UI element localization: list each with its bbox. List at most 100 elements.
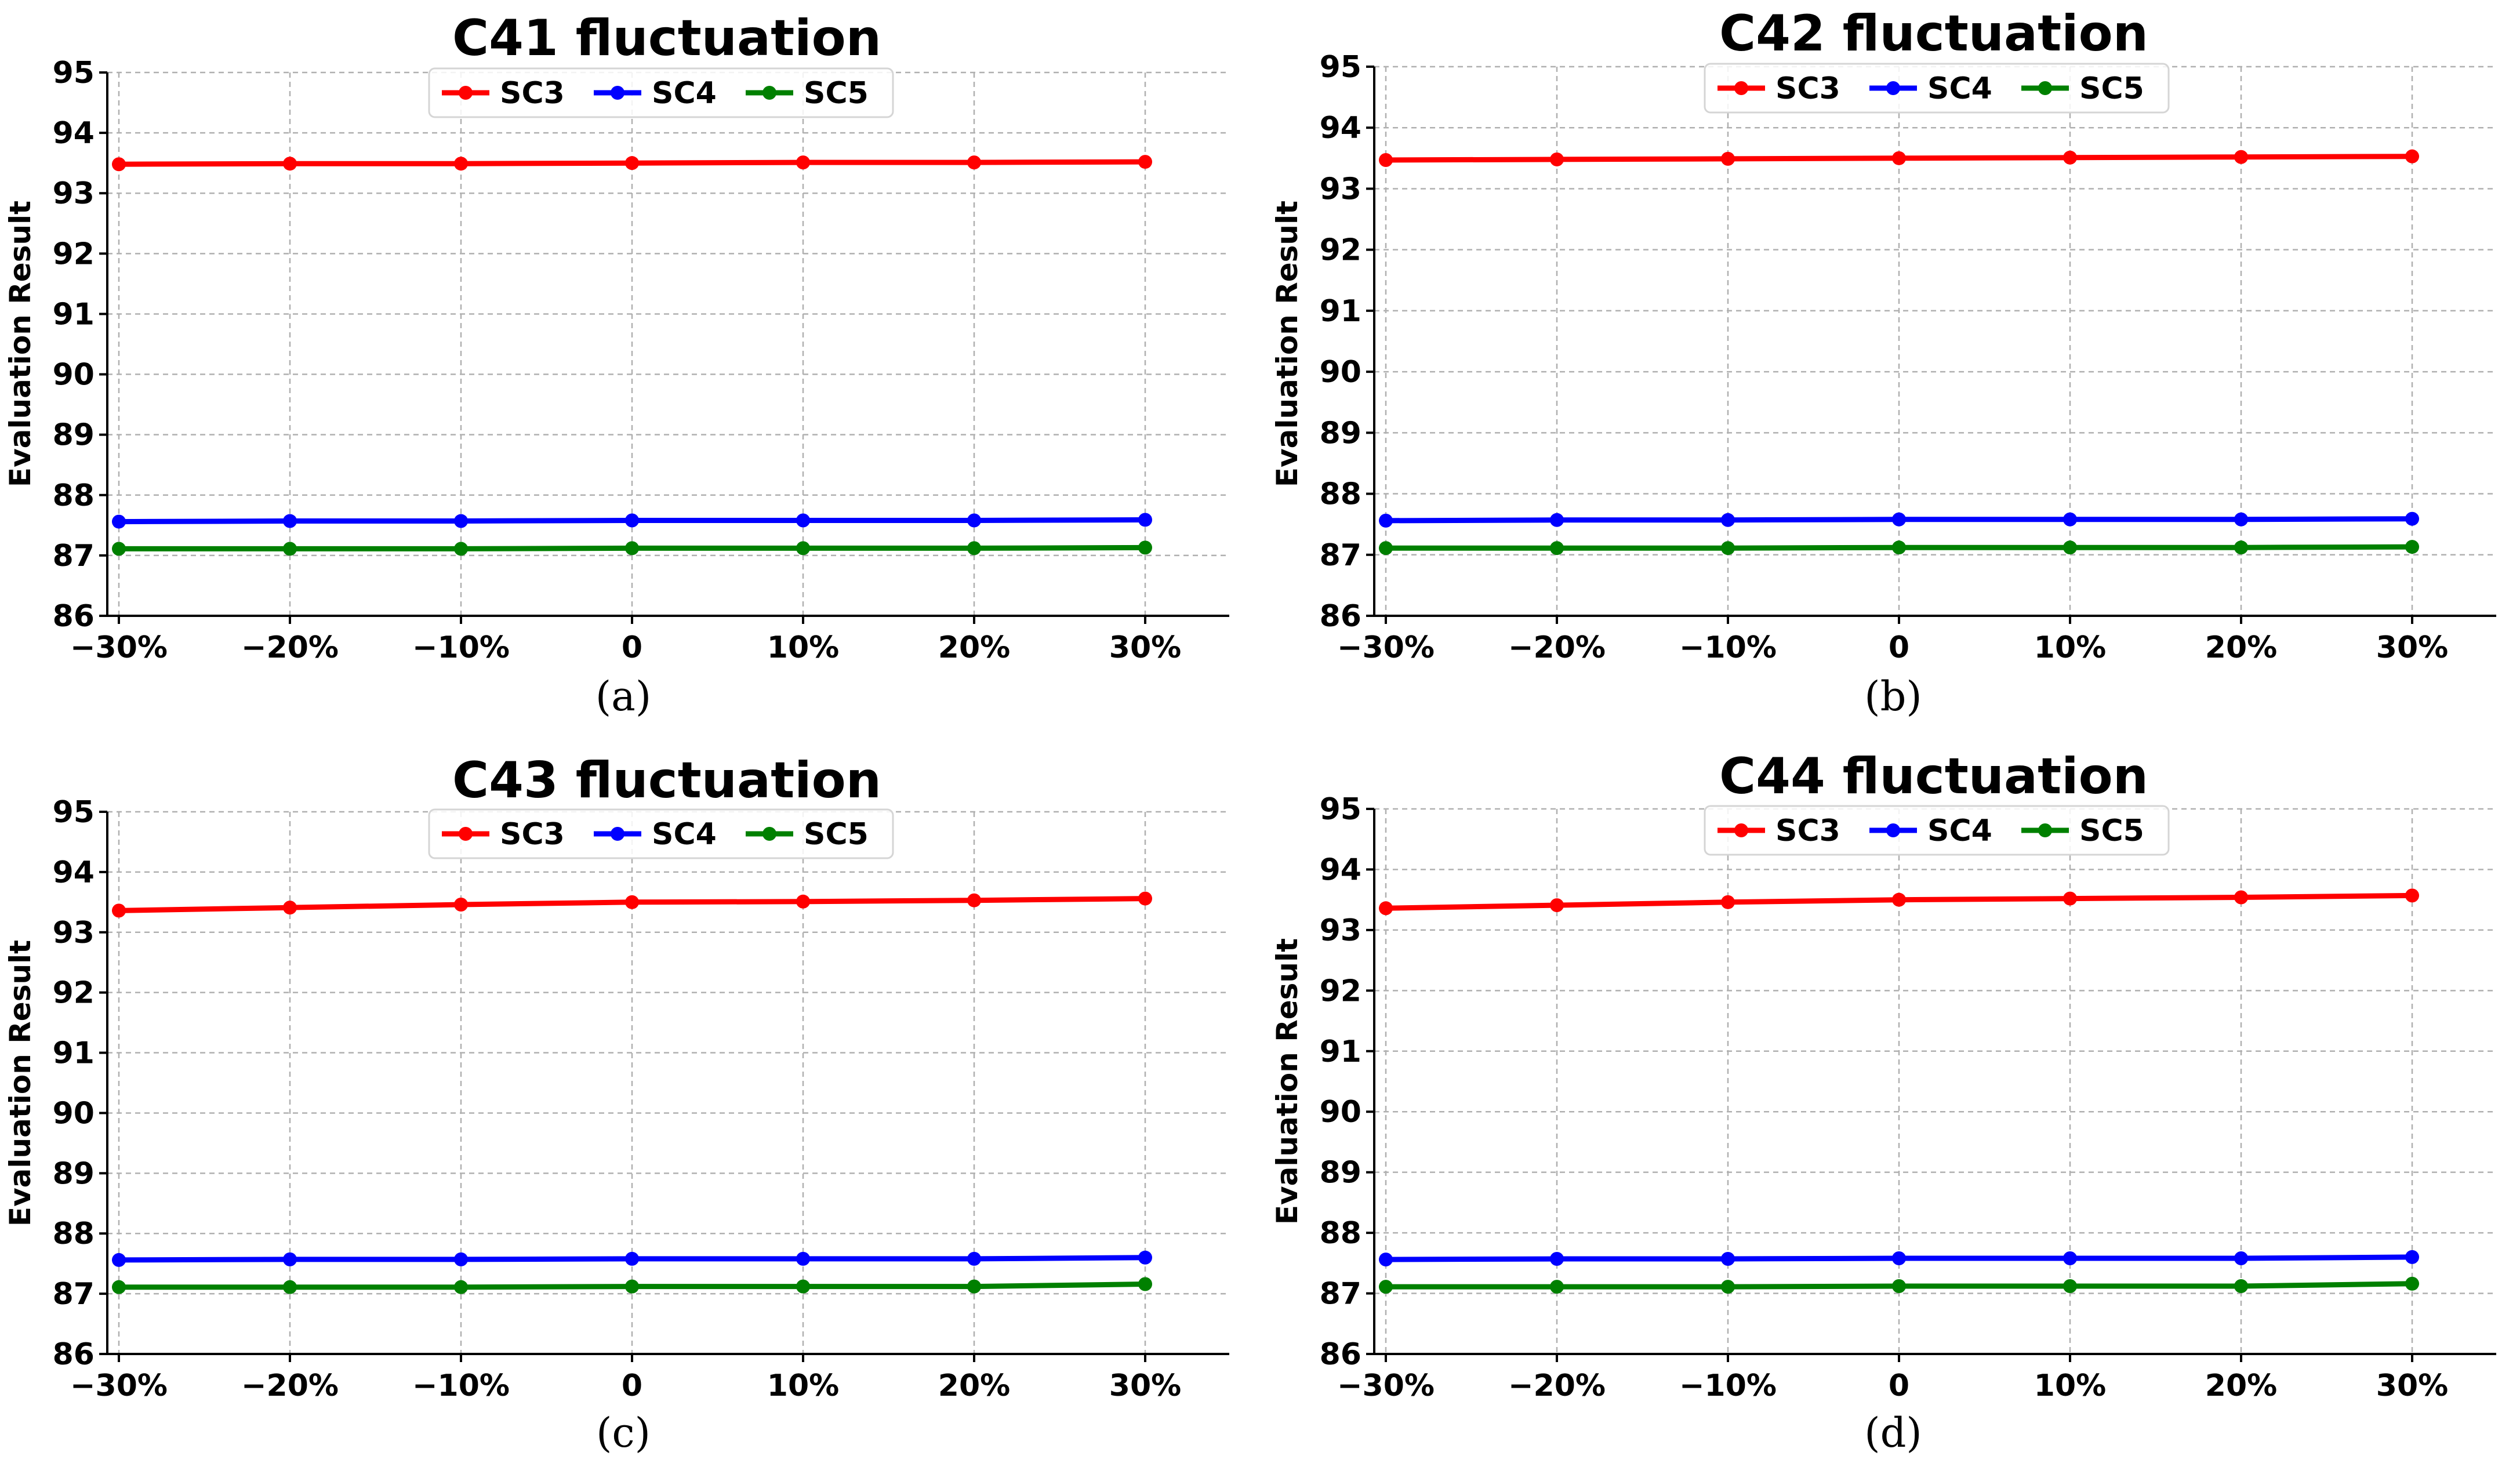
y-tick-label: 87 (1320, 1277, 1361, 1312)
data-point-sc5 (967, 1279, 981, 1294)
legend-label: SC4 (1927, 71, 1992, 106)
data-point-sc4 (1721, 1252, 1735, 1266)
legend-box (1704, 63, 2170, 114)
panel-caption: (a) (595, 673, 651, 720)
data-point-sc5 (1138, 540, 1152, 555)
panel-caption: (c) (596, 1409, 651, 1457)
legend: SC3 SC4 SC5 (1704, 805, 2170, 856)
x-tick-label: 0 (622, 630, 642, 665)
data-point-sc5 (112, 542, 126, 556)
data-point-sc3 (2405, 149, 2419, 164)
legend-label: SC3 (500, 817, 565, 852)
data-point-sc4 (1892, 512, 1906, 527)
x-tick-label: 10% (767, 630, 839, 665)
x-tick-label: 20% (938, 630, 1010, 665)
x-tick-label: 30% (1109, 630, 1181, 665)
y-tick-label: 87 (53, 1277, 95, 1312)
y-tick-label: 90 (1320, 1095, 1361, 1130)
data-point-sc4 (454, 514, 468, 528)
data-point-sc3 (1379, 153, 1393, 167)
data-point-sc5 (1379, 1280, 1393, 1294)
data-point-sc4 (1379, 1252, 1393, 1267)
data-point-sc3 (2405, 888, 2419, 903)
y-tick-label: 86 (53, 599, 95, 634)
x-tick-label: 20% (938, 1368, 1010, 1403)
data-point-sc3 (2234, 150, 2248, 164)
data-point-sc5 (283, 1280, 297, 1294)
data-point-sc4 (796, 1251, 810, 1266)
data-point-sc3 (2063, 891, 2077, 906)
x-tick-label: 30% (2376, 630, 2448, 665)
data-point-sc3 (112, 903, 126, 918)
data-point-sc5 (2234, 1279, 2248, 1294)
data-point-sc3 (2234, 890, 2248, 905)
legend-swatch-marker (762, 827, 776, 841)
series-sc4 (112, 513, 1152, 529)
x-tick-label: −30% (70, 630, 168, 665)
y-tick-label: 91 (53, 1036, 95, 1071)
y-tick-label: 94 (53, 116, 95, 151)
y-tick-label: 92 (1320, 974, 1361, 1008)
x-tick-label: 0 (1889, 630, 1909, 665)
legend-box (428, 67, 894, 118)
x-tick-label: −10% (1679, 630, 1777, 665)
data-point-sc5 (796, 541, 810, 556)
data-point-sc5 (2234, 540, 2248, 555)
y-tick-label: 95 (53, 795, 95, 830)
x-tick-label: 0 (1889, 1368, 1909, 1403)
data-point-sc5 (1138, 1277, 1152, 1291)
x-tick-label: −20% (241, 1368, 339, 1403)
data-point-sc4 (1379, 513, 1393, 528)
legend-box (1704, 805, 2170, 856)
x-tick-label: −30% (70, 1368, 168, 1403)
x-tick-label: −20% (1508, 630, 1606, 665)
data-point-sc3 (283, 157, 297, 171)
x-tick-label: −20% (241, 630, 339, 665)
y-tick-label: 91 (53, 297, 95, 332)
data-point-sc5 (2063, 1279, 2077, 1294)
chart-panel-b: 86 87 88 89 90 91 92 93 94 95 −30% −20% −10% 0 10% 20% 3… (1270, 5, 2496, 720)
data-point-sc5 (1550, 1280, 1564, 1294)
data-point-sc3 (1721, 151, 1735, 166)
y-tick-label: 92 (1320, 233, 1361, 268)
data-point-sc3 (454, 897, 468, 912)
y-tick-label: 88 (53, 478, 95, 513)
legend-label: SC3 (1775, 71, 1840, 106)
legend-label: SC5 (2079, 814, 2144, 848)
data-point-sc4 (2063, 512, 2077, 527)
x-tick-label: −30% (1337, 630, 1435, 665)
data-point-sc4 (283, 1252, 297, 1266)
y-tick-label: 93 (53, 176, 95, 211)
y-tick-label: 89 (1320, 1156, 1361, 1190)
y-tick-label: 88 (53, 1217, 95, 1251)
y-tick-label: 87 (1320, 538, 1361, 573)
x-tick-label: 30% (2376, 1368, 2448, 1403)
legend-label: SC5 (2079, 71, 2144, 106)
legend-swatch-marker (459, 86, 473, 100)
panel-caption: (b) (1864, 673, 1922, 720)
data-point-sc5 (625, 541, 639, 556)
x-tick-label: −10% (1679, 1368, 1777, 1403)
y-axis-label: Evaluation Result (1270, 938, 1304, 1225)
legend-label: SC5 (804, 76, 869, 111)
data-point-sc3 (454, 157, 468, 171)
y-tick-label: 91 (1320, 294, 1361, 329)
data-point-sc3 (1892, 892, 1906, 907)
y-axis-label: Evaluation Result (3, 940, 37, 1226)
x-tick-label: 20% (2205, 1368, 2277, 1403)
y-tick-label: 88 (1320, 1216, 1361, 1251)
y-tick-label: 93 (1320, 172, 1361, 206)
legend-box (428, 808, 894, 859)
x-tick-label: −10% (412, 630, 510, 665)
series-sc3 (112, 891, 1152, 918)
data-point-sc4 (1550, 1252, 1564, 1266)
series-sc5 (1379, 540, 2419, 556)
legend: SC3 SC4 SC5 (428, 67, 894, 118)
data-point-sc3 (1379, 901, 1393, 916)
data-point-sc3 (967, 893, 981, 907)
data-point-sc3 (967, 155, 981, 170)
legend-swatch-marker (2038, 81, 2052, 95)
data-point-sc5 (1379, 541, 1393, 556)
y-tick-label: 89 (53, 1156, 95, 1191)
data-point-sc4 (625, 1251, 639, 1266)
